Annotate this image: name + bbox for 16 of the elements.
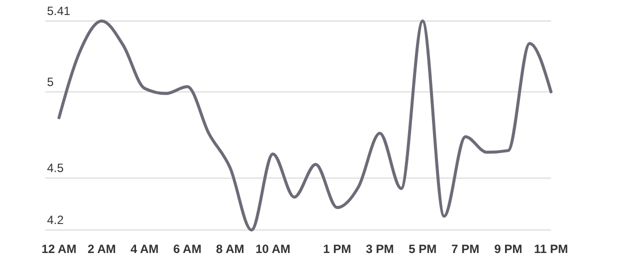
x-tick-label: 7 PM: [451, 242, 480, 256]
x-tick-label: 4 AM: [130, 242, 159, 256]
x-tick-label: 5 PM: [408, 242, 437, 256]
y-tick-label: 5: [47, 74, 54, 89]
x-tick-label: 2 AM: [88, 242, 116, 256]
x-tick-label: 12 AM: [42, 242, 76, 256]
x-tick-label: 3 PM: [366, 242, 394, 256]
x-tick-label: 10 AM: [255, 242, 290, 256]
x-tick-label: 6 AM: [173, 242, 202, 256]
x-tick-label: 11 PM: [534, 242, 568, 256]
x-tick-label: 8 AM: [216, 242, 244, 256]
y-tick-label: 4.2: [47, 213, 64, 227]
x-tick-label: 9 PM: [494, 242, 522, 256]
y-tick-label: 5.41: [47, 4, 71, 18]
x-tick-label: 1 PM: [323, 242, 352, 256]
y-tick-label: 4.5: [47, 161, 64, 176]
